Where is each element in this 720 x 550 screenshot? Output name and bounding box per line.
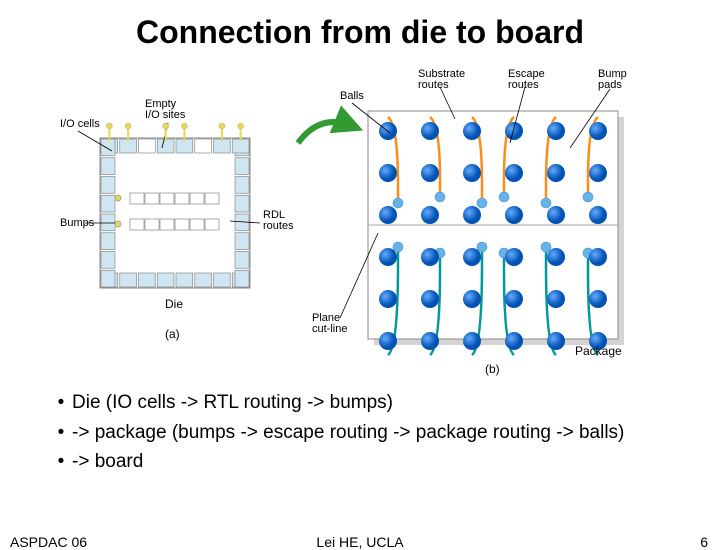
bullet-1: Die (IO cells -> RTL routing -> bumps) (72, 390, 393, 416)
label-balls: Balls (340, 90, 364, 102)
label-escape: Escaperoutes (508, 68, 545, 91)
label-empty-io: EmptyI/O sites (145, 98, 186, 121)
label-b: (b) (485, 362, 500, 376)
label-rdl: RDLroutes (263, 209, 294, 232)
label-io-cells: I/O cells (60, 118, 100, 130)
page-title: Connection from die to board (0, 0, 720, 51)
label-plane: Planecut-line (312, 312, 347, 335)
label-a: (a) (165, 327, 180, 341)
bullet-2: -> package (bumps -> escape routing -> p… (72, 420, 624, 446)
label-bumps: Bumps (60, 217, 95, 229)
label-die: Die (165, 297, 183, 311)
footer-right: 6 (700, 534, 708, 550)
bullet-3: -> board (72, 449, 143, 475)
arrow-icon (298, 122, 352, 143)
label-substrate: Substrateroutes (418, 68, 465, 91)
label-package: Package (575, 344, 622, 358)
label-bump-pads: Bumppads (598, 68, 627, 91)
figure-area: I/O cells EmptyI/O sites Bumps RDLroutes… (60, 58, 660, 378)
bullet-list: •Die (IO cells -> RTL routing -> bumps) … (50, 390, 670, 479)
footer-mid: Lei HE, UCLA (0, 534, 720, 550)
